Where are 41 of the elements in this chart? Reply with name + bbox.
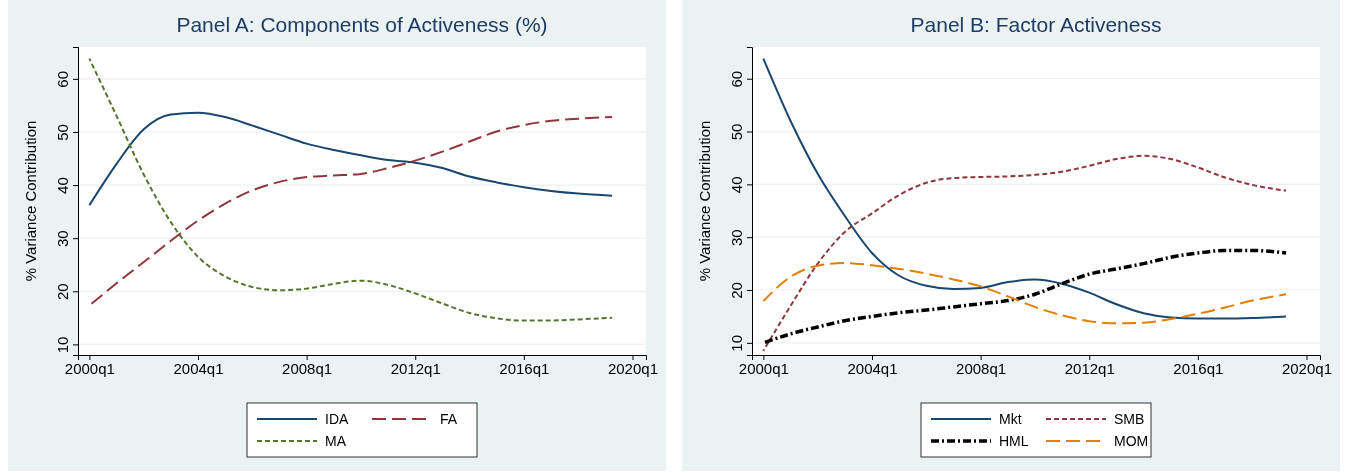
y-tick-label: 10 xyxy=(728,335,745,352)
x-tick-label: 2008q1 xyxy=(282,359,333,377)
y-tick-label: 60 xyxy=(54,71,71,88)
line-series xyxy=(762,262,1288,325)
y-tick-label: 60 xyxy=(728,70,745,88)
x-tick-label: 2012q1 xyxy=(390,359,441,377)
line-series xyxy=(88,116,614,307)
legend-label: FA xyxy=(440,411,458,427)
x-tick-label: 2016q1 xyxy=(499,359,550,377)
legend-label: MA xyxy=(325,433,347,449)
legend-label: IDA xyxy=(325,411,349,427)
line-series xyxy=(762,57,1288,320)
x-tick-label: 2020q1 xyxy=(607,359,658,377)
y-tick-label: 30 xyxy=(54,230,71,248)
x-tick-label: 2004q1 xyxy=(173,359,224,377)
legend-label: MOM xyxy=(1114,433,1149,449)
chart-title: Panel B: Factor Activeness xyxy=(910,13,1162,36)
y-tick-label: 50 xyxy=(728,123,745,141)
x-tick-label: 2000q1 xyxy=(738,359,789,377)
legend-label: HML xyxy=(999,433,1029,449)
y-tick-label: 20 xyxy=(54,283,71,301)
x-tick-label: 2000q1 xyxy=(64,359,115,377)
legend-label: SMB xyxy=(1114,411,1145,427)
x-tick-label: 2012q1 xyxy=(1064,359,1115,377)
x-tick-label: 2008q1 xyxy=(956,359,1007,377)
legend-label: Mkt xyxy=(999,411,1022,427)
x-tick-label: 2016q1 xyxy=(1173,359,1224,377)
line-series xyxy=(88,57,614,322)
y-tick-label: 40 xyxy=(728,176,745,194)
line-series xyxy=(762,154,1288,352)
y-tick-label: 40 xyxy=(54,177,71,194)
y-tick-label: 30 xyxy=(728,229,745,247)
y-tick-label: 10 xyxy=(54,336,71,354)
x-tick-label: 2004q1 xyxy=(847,359,898,377)
y-axis-title: % Variance Contribution xyxy=(22,120,39,282)
x-tick-label: 2020q1 xyxy=(1281,359,1332,377)
y-axis-title: % Variance Contribution xyxy=(696,120,713,282)
chart-title: Panel A: Components of Activeness (%) xyxy=(176,13,548,36)
y-tick-label: 50 xyxy=(54,124,71,141)
y-tick-label: 20 xyxy=(728,282,745,299)
line-series xyxy=(88,111,614,207)
